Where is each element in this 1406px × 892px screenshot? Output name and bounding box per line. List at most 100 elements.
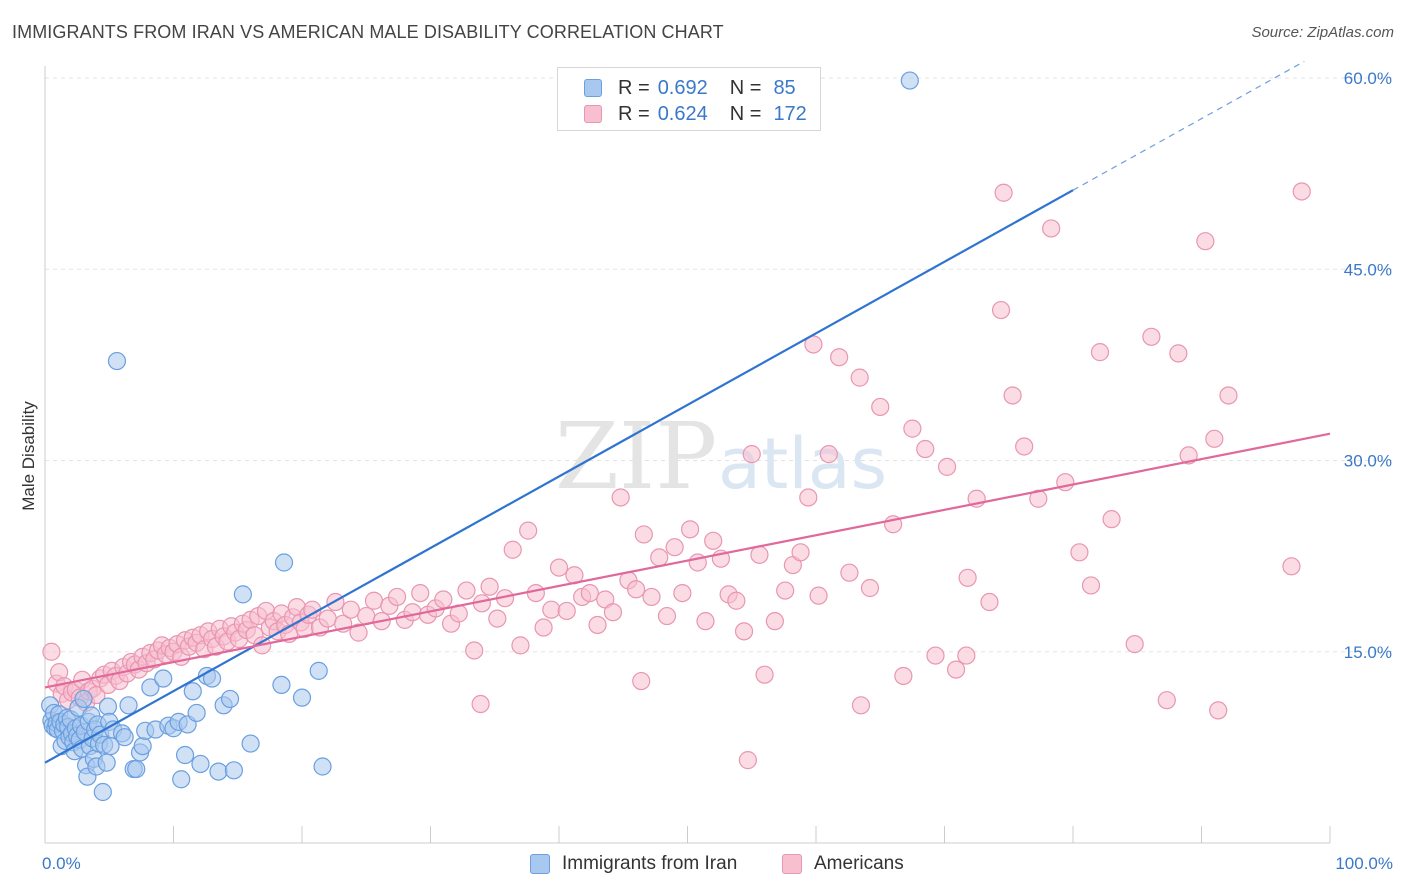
- americans-point: [642, 587, 661, 607]
- americans-point: [665, 538, 684, 557]
- x-tick-label-min: 0.0%: [42, 854, 81, 873]
- americans-point: [840, 563, 859, 582]
- americans-point: [860, 578, 880, 598]
- bottom-legend-swatch-blue: [530, 854, 550, 874]
- americans-point: [851, 696, 871, 715]
- americans-point: [1125, 634, 1144, 654]
- legend-n-value: 85: [773, 76, 796, 99]
- americans-point: [588, 615, 607, 635]
- americans-point: [776, 581, 795, 600]
- iran-point: [133, 736, 152, 756]
- legend-swatch-pink: [584, 105, 602, 123]
- americans-point: [403, 603, 422, 622]
- legend-r-label: R =: [618, 102, 650, 125]
- legend-r-value: 0.624: [657, 102, 708, 125]
- americans-point: [850, 368, 869, 387]
- iran-point: [241, 734, 260, 753]
- americans-point: [991, 300, 1011, 320]
- americans-point: [511, 636, 530, 655]
- americans-point: [1090, 343, 1110, 362]
- americans-point: [603, 603, 623, 622]
- americans-point: [1157, 691, 1176, 710]
- watermark-zip: ZIP: [555, 403, 717, 510]
- americans-point: [471, 694, 490, 714]
- americans-trend-line: [44, 432, 1331, 689]
- iran-point: [272, 675, 291, 695]
- series-immigrants-from-iran: [41, 71, 919, 802]
- bottom-legend-americans: Americans: [782, 852, 904, 876]
- iran-point: [175, 745, 195, 765]
- americans-point: [946, 660, 966, 679]
- americans-point: [727, 591, 746, 610]
- source-label: Source: ZipAtlas.com: [1251, 24, 1394, 41]
- americans-point: [657, 606, 677, 626]
- americans-point: [1179, 446, 1198, 465]
- iran-trend-extension: [1072, 60, 1305, 191]
- americans-point: [755, 665, 774, 684]
- americans-point: [434, 590, 453, 609]
- americans-point: [1209, 701, 1228, 720]
- americans-point: [503, 540, 522, 559]
- americans-point: [1102, 510, 1121, 529]
- americans-point: [542, 600, 561, 619]
- iran-point: [900, 71, 919, 90]
- americans-point: [534, 618, 553, 637]
- americans-point: [634, 525, 653, 544]
- americans-point: [1292, 182, 1311, 201]
- iran-point: [141, 678, 160, 697]
- iran-point: [209, 762, 228, 781]
- tick-labels: 15.0% 30.0% 45.0% 60.0% 0.0% 100.0%: [42, 69, 1393, 873]
- bottom-legend-label-americans: Americans: [814, 853, 904, 874]
- bottom-legend-swatch-pink: [782, 854, 802, 874]
- americans-point: [809, 586, 828, 605]
- americans-point: [819, 445, 838, 464]
- y-tick-label: 45.0%: [1344, 260, 1392, 279]
- iran-point: [97, 753, 116, 772]
- y-tick-label: 60.0%: [1344, 69, 1392, 88]
- americans-point: [871, 397, 890, 417]
- americans-point: [580, 583, 599, 603]
- legend-r-value: 0.692: [657, 76, 708, 99]
- americans-point: [1169, 344, 1188, 363]
- americans-point: [738, 751, 757, 770]
- iran-point: [127, 759, 146, 779]
- x-tick-label-max: 100.0%: [1335, 854, 1393, 873]
- americans-point: [364, 591, 384, 610]
- iran-point: [119, 696, 138, 715]
- iran-point: [233, 585, 252, 604]
- americans-point: [958, 568, 977, 587]
- legend-n-label: N =: [729, 76, 762, 99]
- iran-point: [98, 697, 118, 716]
- iran-point: [292, 688, 312, 707]
- iran-point: [224, 761, 243, 780]
- chart-title: IMMIGRANTS FROM IRAN VS AMERICAN MALE DI…: [12, 22, 724, 42]
- iran-point: [115, 728, 134, 747]
- americans-point: [626, 580, 646, 599]
- americans-point: [1282, 557, 1301, 576]
- legend-n-value: 172: [773, 102, 807, 125]
- americans-point: [937, 457, 957, 476]
- americans-point: [465, 641, 484, 660]
- americans-point: [791, 543, 810, 562]
- legend-row-americans: R = 0.624 N = 172: [584, 102, 807, 126]
- americans-point: [1081, 576, 1101, 595]
- americans-point: [1219, 386, 1238, 405]
- iran-point: [107, 351, 127, 371]
- y-tick-label: 30.0%: [1344, 452, 1392, 471]
- americans-point: [549, 558, 569, 577]
- bottom-legend-iran: Immigrants from Iran: [530, 852, 737, 876]
- iran-point: [309, 661, 328, 680]
- americans-point: [980, 592, 999, 612]
- americans-point: [488, 609, 507, 628]
- americans-point: [526, 583, 545, 603]
- iran-point: [313, 757, 332, 776]
- correlation-legend: R = 0.692 N = 85 R = 0.624 N = 172: [557, 67, 821, 131]
- americans-point: [387, 587, 407, 607]
- americans-point: [734, 622, 754, 641]
- americans-point: [632, 671, 651, 691]
- y-axis-label: Male Disability: [19, 401, 38, 511]
- legend-n-label: N =: [729, 102, 762, 125]
- iran-point: [93, 782, 112, 802]
- iran-point: [154, 669, 173, 688]
